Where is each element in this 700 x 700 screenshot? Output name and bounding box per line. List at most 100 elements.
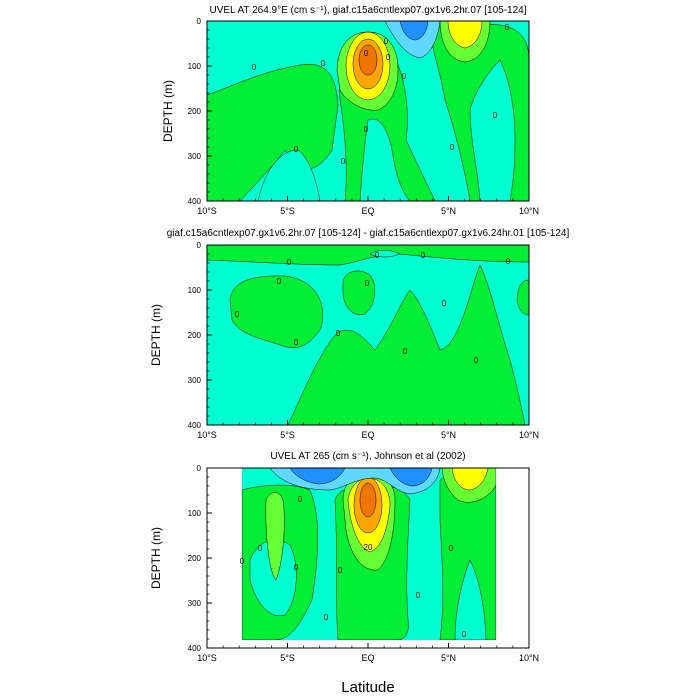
p2-fill-cyan-surface-tongue <box>369 250 401 258</box>
p1-contour-label: 0 <box>364 49 369 58</box>
p1-contour-label: 0 <box>364 125 369 134</box>
panel-3-plot-area <box>207 468 529 648</box>
panel-2-y-axis: 0 100 200 300 400 <box>188 241 212 430</box>
x-tick-label: 5°S <box>280 430 295 440</box>
x-tick-label: 5°S <box>280 206 295 216</box>
panel-3: UVEL AT 265 (cm s⁻¹), Johnson et al (200… <box>149 451 539 663</box>
panel-3-ylabel: DEPTH (m) <box>149 527 163 589</box>
p1-contour-label: 0 <box>402 72 407 81</box>
p3-fill-missing-data-left <box>207 468 242 648</box>
p1-contour-label: 0 <box>384 37 389 46</box>
y-tick-label: 200 <box>188 107 202 116</box>
x-tick-label: 10°S <box>197 430 217 440</box>
p3-fill-darkorange-jet <box>359 482 377 518</box>
panel-1-ylabel: DEPTH (m) <box>161 80 175 142</box>
p3-fill-blue-surface-east <box>389 468 433 487</box>
y-tick-label: 400 <box>188 644 202 653</box>
p3-contour-label: 20 <box>364 543 373 552</box>
panel-2-title: giaf.c15a6cntlexp07.gx1v6.2hr.07 [105-12… <box>167 228 570 239</box>
x-tick-label: 5°N <box>441 430 456 440</box>
p3-fill-missing-data-right <box>496 468 529 648</box>
p2-contour-label: 0 <box>277 277 282 286</box>
x-tick-label: EQ <box>361 653 374 663</box>
y-tick-label: 100 <box>188 509 202 518</box>
p1-contour-label: 0 <box>450 143 455 152</box>
x-tick-label: 5°N <box>441 653 456 663</box>
p1-contour-label: 0 <box>321 59 326 68</box>
p2-contour-label: 0 <box>474 356 479 365</box>
p2-contour-label: 0 <box>365 279 370 288</box>
y-tick-label: 200 <box>188 554 202 563</box>
p1-fill-darkblue-north <box>399 21 429 41</box>
y-tick-label: 300 <box>188 599 202 608</box>
x-tick-label: 10°S <box>197 653 217 663</box>
panel-1-contour-labels: 0 0 0 0 0 0 0 0 0 0 0 0 <box>252 23 510 166</box>
p1-fill-darkorange-jet <box>358 44 378 76</box>
p2-fill-green-surface <box>207 245 529 266</box>
y-tick-label: 0 <box>197 464 202 473</box>
p2-contour-label: 0 <box>375 251 380 260</box>
p1-contour-label: 0 <box>386 53 391 62</box>
panel-3-contour-labels: 0 0 0 0 0 0 0 0 0 20 <box>240 495 467 639</box>
panel-1-y-axis: 0 100 200 300 400 <box>188 17 212 206</box>
p1-contour-label: 0 <box>294 145 299 154</box>
x-tick-label: 10°N <box>519 653 539 663</box>
x-tick-label: EQ <box>361 430 374 440</box>
y-tick-label: 100 <box>188 286 202 295</box>
p3-fill-blue-surface-west <box>289 468 346 485</box>
p3-contour-label: 0 <box>240 557 245 566</box>
panel-2-x-axis: 10°S 5°S EQ 5°N 10°N <box>197 420 539 440</box>
p3-contour-label: 0 <box>449 544 454 553</box>
y-tick-label: 0 <box>197 241 202 250</box>
p1-contour-label: 0 <box>341 157 346 166</box>
p2-fill-green-bottom <box>287 264 526 425</box>
p2-contour-label: 0 <box>421 251 426 260</box>
p2-contour-label: 0 <box>442 299 447 308</box>
p1-fill-yellow-north-jet <box>447 21 483 49</box>
panel-1-title: UVEL AT 264.9°E (cm s⁻¹), giaf.c15a6cntl… <box>209 5 526 16</box>
p2-contour-label: 0 <box>235 310 240 319</box>
p3-contour-label: 0 <box>324 613 329 622</box>
panel-1-plot-area <box>207 21 529 201</box>
y-tick-label: 0 <box>197 17 202 26</box>
p3-fill-lightgreen-south-core <box>265 492 285 581</box>
x-tick-label: 5°S <box>280 653 295 663</box>
p2-fill-green-southwest <box>229 275 324 348</box>
y-tick-label: 100 <box>188 62 202 71</box>
p2-contour-label: 0 <box>294 338 299 347</box>
p2-contour-label: 0 <box>287 258 292 267</box>
p1-fill-cyan-pocket-south <box>257 149 321 201</box>
p1-contour-label: 0 <box>505 23 510 32</box>
y-tick-label: 300 <box>188 152 202 161</box>
y-tick-label: 300 <box>188 376 202 385</box>
p3-contour-label: 0 <box>258 544 263 553</box>
p3-contour-label: 0 <box>416 591 421 600</box>
panel-2-plot-area <box>207 245 529 425</box>
p1-fill-cyan-eq-core <box>359 118 411 201</box>
panel-2-contour-labels: 0 0 0 0 0 0 0 0 0 0 0 0 <box>235 251 511 365</box>
y-tick-label: 200 <box>188 331 202 340</box>
p2-contour-label: 0 <box>336 329 341 338</box>
y-tick-label: 400 <box>188 421 202 430</box>
panel-3-x-axis: 10°S 5°S EQ 5°N 10°N <box>197 643 539 663</box>
p2-fill-green-eq-blob <box>342 270 376 315</box>
panel-2: giaf.c15a6cntlexp07.gx1v6.2hr.07 [105-12… <box>149 228 569 440</box>
p3-contour-label: 0 <box>294 563 299 572</box>
x-tick-label: 10°N <box>519 206 539 216</box>
p2-contour-label: 0 <box>506 257 511 266</box>
y-tick-label: 400 <box>188 197 202 206</box>
p3-fill-yellow-north-jet <box>451 468 489 491</box>
panel-2-ylabel: DEPTH (m) <box>149 304 163 366</box>
p2-contour-label: 0 <box>403 347 408 356</box>
panel-3-y-axis: 0 100 200 300 400 <box>188 464 212 653</box>
x-tick-label: 10°N <box>519 430 539 440</box>
x-tick-label: 10°S <box>197 206 217 216</box>
x-tick-label: EQ <box>361 206 374 216</box>
p3-contour-label: 0 <box>338 566 343 575</box>
p3-fill-missing-data-bottom <box>242 640 496 648</box>
panel-1: UVEL AT 264.9°E (cm s⁻¹), giaf.c15a6cntl… <box>161 5 539 216</box>
p3-contour-label: 0 <box>462 630 467 639</box>
p1-contour-label: 0 <box>493 111 498 120</box>
p1-fill-cyan-north-channel <box>469 59 516 201</box>
